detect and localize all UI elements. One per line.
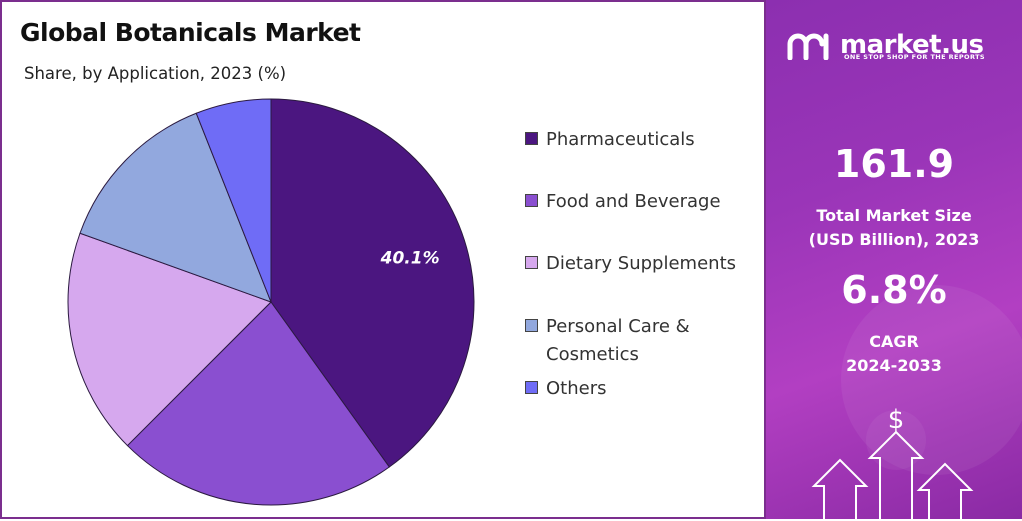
dollar-icon: $ xyxy=(888,405,905,435)
pie-slice-pharmaceuticals xyxy=(270,98,475,468)
legend-label: Personal Care & Cosmetics xyxy=(546,316,690,365)
pie-chart: 40.1% xyxy=(67,98,475,506)
stats-panel: $ market.us ONE STOP SHOP FOR THE REPORT… xyxy=(766,0,1022,519)
legend-item: Food and Beverage xyxy=(525,188,756,216)
market-size-unit-label: (USD Billion), 2023 xyxy=(808,230,980,249)
legend-item: Personal Care & Cosmetics xyxy=(525,313,756,369)
legend-label: Food and Beverage xyxy=(546,191,721,212)
arrow-up-icon xyxy=(916,462,974,519)
legend-swatch xyxy=(525,319,538,332)
brand-logo: market.us xyxy=(786,30,984,60)
pie-slice-food-and-beverage xyxy=(126,301,390,506)
brand-tagline: ONE STOP SHOP FOR THE REPORTS xyxy=(844,53,985,61)
pie-slice-others xyxy=(195,98,272,303)
legend-swatch xyxy=(525,256,538,269)
legend-label: Dietary Supplements xyxy=(546,253,737,274)
data-label: 40.1% xyxy=(380,248,440,268)
chart-panel: Global Botanicals Market Share, by Appli… xyxy=(0,0,766,519)
arrow-up-icon xyxy=(811,458,869,519)
arrow-up-icon xyxy=(867,430,925,519)
market-size-label: Total Market Size xyxy=(816,206,972,225)
legend-label: Pharmaceuticals xyxy=(546,129,695,150)
legend-swatch xyxy=(525,132,538,145)
brand-name: market.us xyxy=(840,30,984,60)
cagr-value: 6.8% xyxy=(841,268,947,312)
legend-swatch xyxy=(525,194,538,207)
legend-item: Dietary Supplements xyxy=(525,250,756,278)
background-decoration: $ xyxy=(811,285,1022,519)
cagr-period-label: 2024-2033 xyxy=(846,356,942,375)
chart-subtitle: Share, by Application, 2023 (%) xyxy=(24,64,287,83)
market-us-logo-icon xyxy=(787,33,829,60)
legend-item: Others xyxy=(525,375,756,403)
legend-label: Others xyxy=(546,378,607,399)
market-size-value: 161.9 xyxy=(833,142,955,186)
pie-slice-personal-care-cosmetics xyxy=(79,112,272,303)
pie-slice-dietary-supplements xyxy=(67,232,272,447)
legend-swatch xyxy=(525,381,538,394)
legend-item: Pharmaceuticals xyxy=(525,126,756,154)
cagr-label: CAGR xyxy=(869,332,919,351)
chart-title: Global Botanicals Market xyxy=(20,18,361,47)
